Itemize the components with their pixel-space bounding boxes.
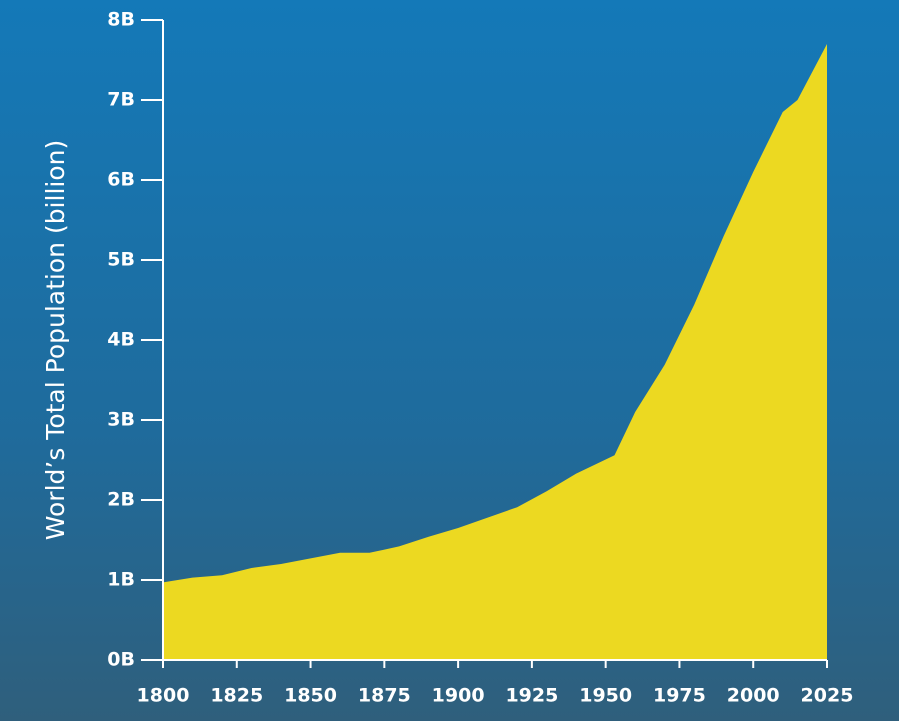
y-tick-label: 2B <box>107 489 135 511</box>
y-tick-label: 4B <box>107 329 135 351</box>
x-tick-label: 2000 <box>727 685 780 707</box>
x-tick-label: 1900 <box>432 685 485 707</box>
x-tick-label: 1850 <box>284 685 337 707</box>
y-axis-title: World’s Total Population (billion) <box>41 140 70 541</box>
y-tick-label: 8B <box>107 9 135 31</box>
area <box>163 44 827 660</box>
x-tick-label: 1825 <box>210 685 263 707</box>
x-tick-label: 1925 <box>505 685 558 707</box>
x-tick-label: 2025 <box>801 685 854 707</box>
y-tick-label: 6B <box>107 169 135 191</box>
y-tick-label: 7B <box>107 89 135 111</box>
x-tick-label: 1975 <box>653 685 706 707</box>
y-tick-label: 5B <box>107 249 135 271</box>
x-tick-label: 1800 <box>137 685 190 707</box>
x-tick-label: 1950 <box>579 685 632 707</box>
x-tick-label: 1875 <box>358 685 411 707</box>
y-tick-label: 3B <box>107 409 135 431</box>
y-tick-label: 1B <box>107 569 135 591</box>
y-tick-label: 0B <box>107 649 135 671</box>
